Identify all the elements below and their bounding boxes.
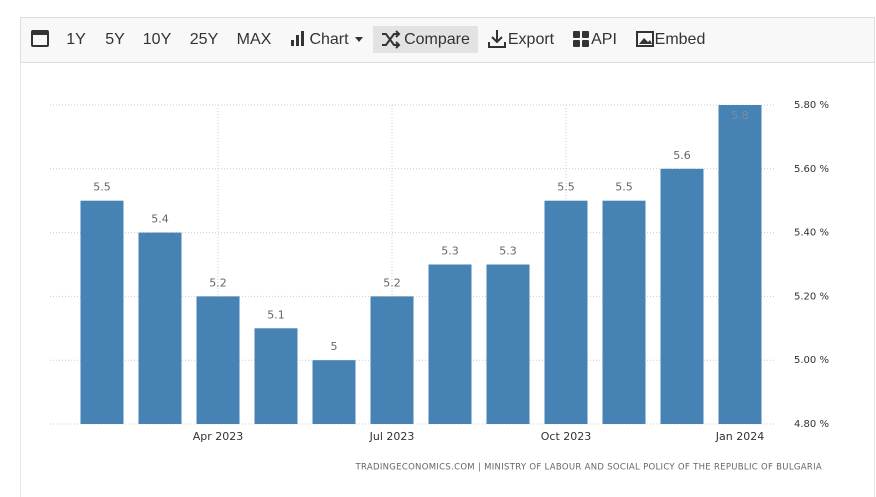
toolbar-button[interactable]: Embed (655, 31, 706, 48)
chart-icon (291, 31, 363, 46)
toolbar-button[interactable]: API (591, 31, 617, 48)
data-label: 5.8 (731, 109, 749, 122)
data-label: 5.5 (93, 181, 111, 194)
toolbar-button[interactable]: 1Y (66, 31, 86, 48)
shuffle-icon (382, 30, 401, 49)
x-tick-label: Apr 2023 (193, 430, 244, 443)
bar (544, 200, 588, 424)
toolbar-button[interactable]: Compare (404, 31, 470, 48)
grid-icon (573, 31, 589, 47)
toolbar-button[interactable]: Export (508, 31, 555, 48)
bar (660, 168, 704, 424)
bar (254, 328, 298, 424)
image-icon (636, 31, 654, 47)
data-label: 5.5 (557, 181, 575, 194)
toolbar-button[interactable]: 10Y (143, 31, 172, 48)
bar (486, 264, 530, 424)
toolbar-button[interactable]: MAX (237, 31, 272, 48)
data-label: 5.4 (151, 213, 169, 226)
x-tick-label: Jul 2023 (369, 430, 415, 443)
data-label: 5.2 (383, 276, 401, 289)
toolbar-button[interactable]: 25Y (190, 31, 219, 48)
y-tick-label: 5.00 % (794, 355, 829, 366)
data-label: 5.3 (499, 245, 517, 258)
bar (370, 296, 414, 424)
data-label: 5.5 (615, 181, 633, 194)
y-tick-label: 4.80 % (794, 419, 829, 430)
y-tick-label: 5.40 % (794, 228, 829, 239)
bar (138, 232, 182, 424)
download-icon (488, 30, 506, 48)
toolbar-items: 1Y 5Y 10Y 25Y MAX Chart Compare Export API Embed (66, 31, 705, 48)
y-tick-label: 5.60 % (794, 164, 829, 175)
x-tick-label: Jan 2024 (715, 430, 764, 443)
bar (428, 264, 472, 424)
calendar-icon-top (32, 31, 48, 35)
calendar-button[interactable] (31, 30, 49, 47)
source: TRADINGECONOMICS.COM | MINISTRY OF LABOU… (355, 463, 823, 473)
toolbar-button[interactable]: 5Y (105, 31, 125, 48)
data-label: 5 (331, 340, 338, 353)
x-tick-label: Oct 2023 (541, 430, 592, 443)
data-label: 5.3 (441, 245, 459, 258)
bar (312, 360, 356, 424)
bar (80, 200, 124, 424)
toolbar-button[interactable]: Chart (309, 31, 349, 48)
data-label: 5.2 (209, 276, 227, 289)
bar (196, 296, 240, 424)
bar (718, 105, 762, 424)
data-label: 5.1 (267, 308, 285, 321)
data-label: 5.6 (673, 149, 691, 162)
bar (602, 200, 646, 424)
y-tick-label: 5.20 % (794, 291, 829, 302)
y-tick-label: 5.80 % (794, 100, 829, 111)
